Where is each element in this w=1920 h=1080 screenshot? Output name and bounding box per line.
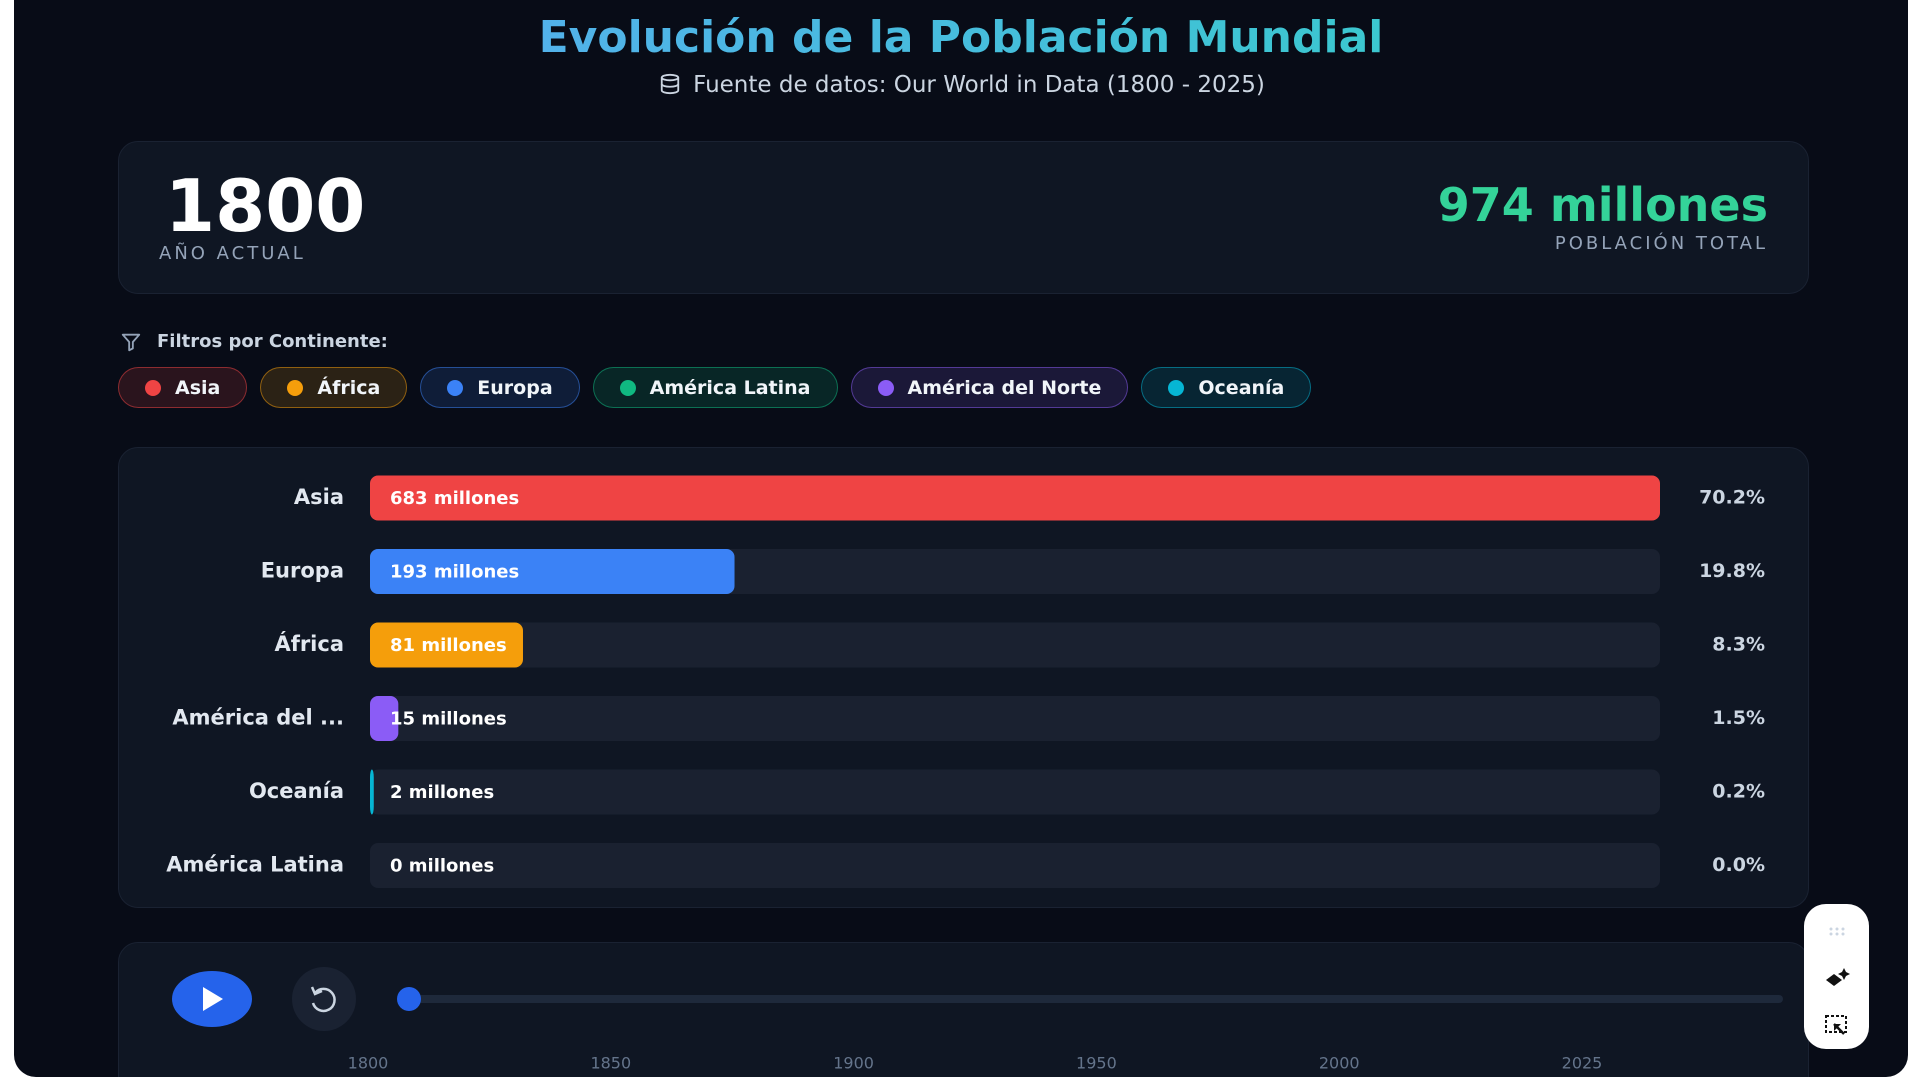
chart-card: Asia 683 millones 70.2% Europa 193 millones 1… <box>118 447 1809 908</box>
value-label: 683 millones <box>390 488 519 509</box>
total-population: 974 millones <box>1437 178 1768 232</box>
filter-pill[interactable]: América del Norte <box>850 367 1129 408</box>
share-label: 8.3% <box>1712 634 1765 656</box>
bar-track <box>370 769 1660 815</box>
pill-dot <box>877 379 894 396</box>
filter-pills: Asia África Europa América Latina América de… <box>118 367 1312 408</box>
subtitle-text: Fuente de datos: Our World in Data (1800… <box>693 72 1265 98</box>
filter-pill[interactable]: América Latina <box>592 367 838 408</box>
drag-handle[interactable] <box>1829 927 1845 936</box>
bar-chart: Asia 683 millones 70.2% Europa 193 millones 1… <box>166 475 1765 888</box>
filter-label: Filtros por Continente: <box>157 331 388 352</box>
value-label: 15 millones <box>390 709 507 730</box>
select-button[interactable] <box>1825 1015 1847 1035</box>
timeline-tick-label: 1950 <box>1076 1054 1117 1073</box>
category-label: Oceanía <box>249 779 344 803</box>
value-label: 81 millones <box>390 635 507 656</box>
pill-label: Asia <box>175 376 221 399</box>
pill-dot <box>1168 379 1185 396</box>
pill-label: Europa <box>477 376 553 399</box>
category-label: África <box>274 631 344 656</box>
magic-button[interactable] <box>1826 968 1850 986</box>
pill-dot <box>619 379 636 396</box>
timeline: 1800 1850 1900 1950 2000 2025 <box>172 967 1783 1073</box>
share-label: 19.8% <box>1699 560 1765 582</box>
page-title: Evolución de la Población Mundial <box>14 12 1908 63</box>
bar <box>370 696 399 741</box>
bar <box>370 475 1660 521</box>
timeline-tick-label: 1800 <box>348 1054 389 1073</box>
filter-pill[interactable]: Asia <box>118 367 248 408</box>
play-button[interactable] <box>172 971 252 1027</box>
value-label: 2 millones <box>390 782 494 803</box>
category-label: Europa <box>261 559 344 583</box>
bar <box>370 622 523 668</box>
share-label: 70.2% <box>1699 487 1765 509</box>
current-year: 1800 <box>165 164 366 248</box>
stats-card: 1800 AÑO ACTUAL 974 millones POBLACIÓN T… <box>118 141 1809 294</box>
timeline-controls: 1800 1850 1900 1950 2000 2025 <box>118 942 1809 1077</box>
share-label: 0.0% <box>1712 854 1765 876</box>
pill-dot <box>287 379 304 396</box>
bar-track <box>370 622 1660 668</box>
pill-dot <box>447 379 464 396</box>
app: Evolución de la Población Mundial Fuente… <box>14 0 1908 1077</box>
filter-pill[interactable]: Europa <box>420 367 580 408</box>
bar-track <box>370 696 1660 741</box>
timeline-tick-label: 2000 <box>1319 1054 1360 1073</box>
category-label: América del ... <box>172 706 344 730</box>
total-label: POBLACIÓN TOTAL <box>1554 233 1768 254</box>
filter-icon <box>121 333 141 352</box>
year-label: AÑO ACTUAL <box>159 243 306 264</box>
pill-label: América Latina <box>649 376 811 399</box>
filter-pill[interactable]: Oceanía <box>1141 367 1312 408</box>
floating-toolbar <box>1804 904 1869 1049</box>
timeline-tick-label: 1850 <box>590 1054 631 1073</box>
value-label: 0 millones <box>390 856 494 877</box>
pill-label: África <box>317 376 381 399</box>
reset-button[interactable] <box>292 967 356 1031</box>
share-label: 1.5% <box>1712 707 1765 729</box>
timeline-tick-label: 2025 <box>1562 1054 1603 1073</box>
bar <box>370 549 735 594</box>
database-icon <box>660 73 680 95</box>
slider-thumb[interactable] <box>397 987 421 1011</box>
filter-pill[interactable]: África <box>260 367 408 408</box>
pill-label: Oceanía <box>1198 376 1285 399</box>
toolbar-icons <box>1825 927 1850 1035</box>
timeline-tick-label: 1900 <box>833 1054 874 1073</box>
subtitle: Fuente de datos: Our World in Data (1800… <box>14 72 1908 98</box>
category-label: Asia <box>294 485 344 509</box>
bar <box>370 769 374 815</box>
value-label: 193 millones <box>390 562 519 583</box>
category-label: América Latina <box>166 853 344 877</box>
pill-label: América del Norte <box>907 376 1102 399</box>
share-label: 0.2% <box>1712 781 1765 803</box>
pill-dot <box>145 379 161 396</box>
bar-track <box>370 843 1660 888</box>
